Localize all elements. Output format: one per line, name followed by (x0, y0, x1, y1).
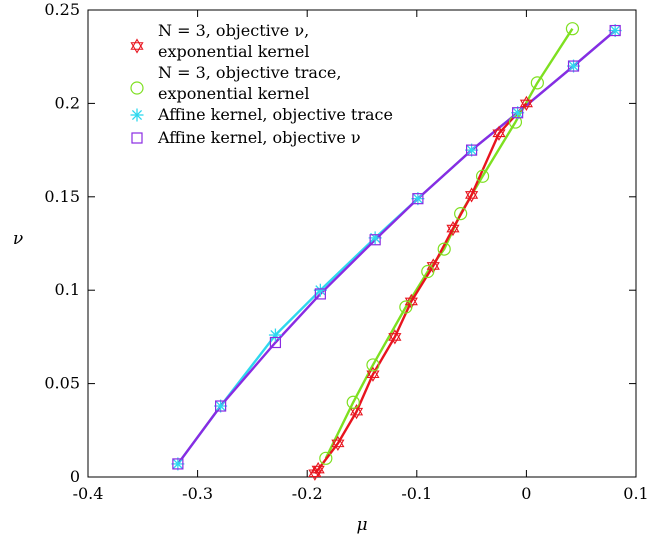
data-point (269, 336, 282, 349)
data-point (512, 107, 524, 119)
legend-entry-label: exponential kernel (158, 84, 309, 103)
data-point (609, 24, 621, 37)
data-point (565, 22, 580, 36)
data-point (313, 283, 327, 297)
data-point (130, 81, 144, 95)
data-point (412, 193, 424, 205)
series-line (324, 28, 574, 459)
legend-entry-label: N = 3, objective ν, (158, 21, 309, 40)
x-tick-label: -0.4 (73, 484, 104, 503)
data-point (369, 234, 381, 246)
plot-area-frame (87, 9, 637, 478)
x-tick-label: -0.2 (292, 484, 323, 503)
data-point (319, 451, 333, 465)
data-point (608, 24, 622, 38)
data-point (214, 399, 228, 413)
series-markers-group (171, 24, 622, 471)
data-point (314, 288, 326, 300)
data-point (215, 400, 227, 412)
data-point (366, 358, 380, 372)
legend-entry-label: N = 3, objective trace, (158, 63, 341, 82)
y-tick-label: 0.05 (44, 374, 80, 393)
data-point (130, 38, 144, 54)
data-point (465, 143, 479, 157)
data-point (130, 108, 144, 122)
data-point (466, 144, 478, 156)
y-tick-label: 0.15 (44, 187, 80, 206)
data-point (411, 192, 425, 206)
legend: N = 3, objective ν, exponential kernel N =… (130, 21, 393, 147)
data-point (519, 95, 533, 111)
x-tick-label: -0.1 (401, 484, 432, 503)
data-point (349, 404, 364, 420)
data-point (171, 457, 185, 471)
data-point (421, 264, 435, 279)
data-point (567, 60, 580, 72)
data-point (388, 329, 402, 345)
y-tick-label: 0.25 (44, 0, 80, 19)
data-point (475, 169, 490, 183)
legend-entry-label: Affine kernel, objective trace (157, 105, 393, 124)
data-point (311, 461, 325, 478)
data-point (454, 207, 468, 221)
legend-entry-label: exponential kernel (158, 42, 309, 61)
y-tick-label: 0.2 (55, 93, 80, 112)
data-point (492, 125, 506, 141)
series-markers (171, 22, 622, 481)
x-tick-label: 0.1 (623, 484, 648, 503)
data-point (446, 220, 460, 237)
series-markers-group (172, 24, 621, 470)
series-line (176, 29, 616, 465)
y-tick-label: 0.1 (55, 280, 80, 299)
series-markers-group (319, 22, 580, 465)
y-axis-label: ν (13, 229, 23, 249)
data-point (399, 300, 413, 314)
x-tick-label: 0 (521, 484, 531, 503)
legend-entry-label: Affine kernel, objective ν (157, 128, 361, 147)
data-point (530, 76, 544, 90)
series-markers-group (308, 95, 533, 481)
data-point (508, 115, 523, 129)
data-point (511, 106, 525, 120)
data-point (567, 59, 581, 73)
x-tick-label: -0.3 (182, 484, 213, 503)
x-axis-label: μ (356, 515, 367, 535)
data-point (346, 395, 360, 409)
data-point (172, 458, 184, 470)
data-point (465, 187, 479, 203)
data-point (437, 242, 451, 256)
series-line (313, 102, 528, 475)
axis-ticks: -0.4 -0.3 -0.2 -0.1 0 0.1 0 0.05 0.1 0.15 0.2 0.25 (44, 0, 648, 503)
data-point (331, 435, 345, 451)
data-point (131, 132, 143, 144)
y-tick-label: 0 (70, 467, 80, 486)
